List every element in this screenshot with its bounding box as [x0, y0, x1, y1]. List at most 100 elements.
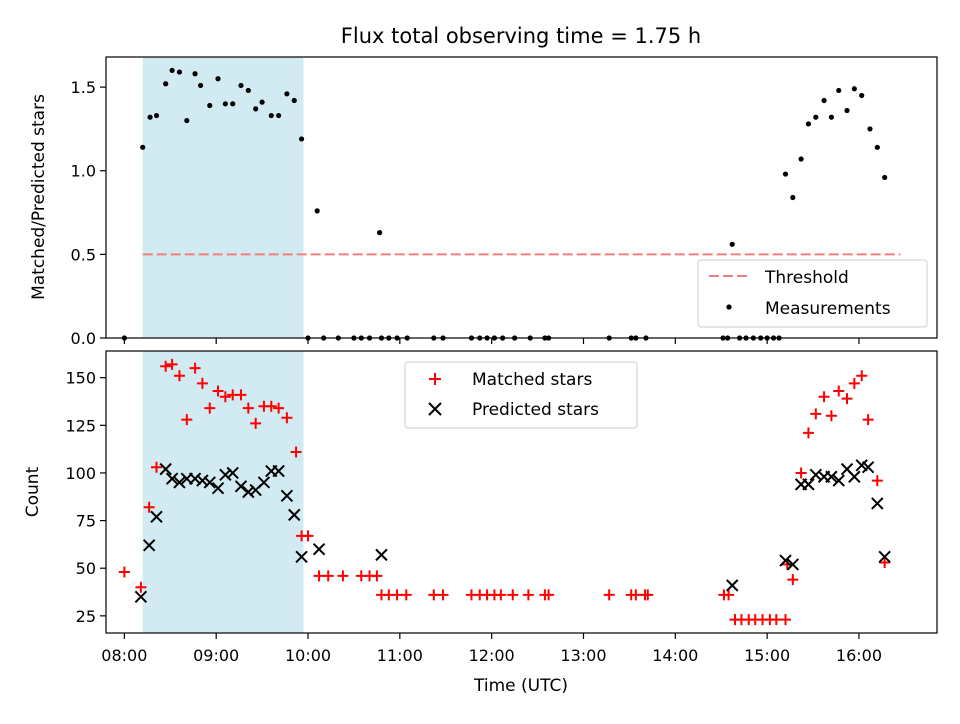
- matched-star-point: [196, 377, 208, 389]
- matched-star-point: [400, 589, 412, 601]
- predicted-star-point: [280, 489, 294, 503]
- predicted-star-point: [878, 550, 891, 563]
- measurement-point: [874, 144, 880, 150]
- y-tick-label: 25: [76, 607, 96, 626]
- matched-star-point: [273, 402, 285, 414]
- predicted-star-point: [159, 462, 172, 476]
- measurement-point: [184, 117, 190, 124]
- matched-star-point: [848, 377, 860, 389]
- x-tick-label: 11:00: [377, 646, 423, 665]
- measurement-point: [859, 92, 865, 99]
- matched-star-point: [371, 570, 383, 582]
- predicted-star-point: [871, 497, 884, 510]
- measurement-point: [836, 87, 842, 94]
- matched-star-point: [118, 566, 130, 578]
- matched-star-point: [770, 614, 782, 626]
- x-tick-label: 08:00: [101, 646, 147, 665]
- y-tick-label: 100: [65, 464, 96, 483]
- x-tick-label: 14:00: [652, 646, 698, 665]
- measurement-point: [276, 112, 282, 119]
- matched-star-point: [151, 461, 163, 473]
- y-tick-label: 0.0: [71, 329, 96, 348]
- x-tick-label: 10:00: [285, 646, 331, 665]
- predicted-star-point: [134, 590, 148, 604]
- predicted-star-point: [150, 510, 163, 523]
- bottom-x-axis-ticks: 08:00 09:00 10:00 11:00 12:00 13:00 14:00 15:00…: [101, 633, 882, 665]
- predicted-star-point: [203, 476, 216, 489]
- matched-star-point: [833, 385, 845, 397]
- predicted-star-point: [726, 579, 739, 592]
- measurement-point: [253, 106, 259, 112]
- matched-star-point: [810, 408, 822, 420]
- measurement-point: [867, 126, 873, 132]
- measurement-point: [798, 156, 804, 162]
- measurement-point: [298, 136, 305, 142]
- matched-star-point: [543, 589, 555, 601]
- matched-star-point: [143, 501, 155, 513]
- predicted-star-point: [861, 461, 875, 474]
- measurement-point: [207, 102, 213, 109]
- top-legend-box: [697, 259, 928, 328]
- matched-star-point: [219, 391, 231, 403]
- y-tick-label: 125: [65, 416, 96, 435]
- x-tick-label: 09:00: [193, 646, 239, 665]
- measurement-point: [245, 87, 251, 94]
- matched-star-point: [160, 360, 172, 372]
- measurement-point: [828, 114, 835, 120]
- legend-predicted-swatch: [428, 402, 442, 416]
- predicted-star-point: [142, 539, 156, 552]
- matched-star-point: [603, 589, 615, 601]
- predicted-star-point: [226, 466, 239, 480]
- predicted-star-point: [848, 470, 861, 483]
- legend-predicted-label: Predicted stars: [472, 400, 599, 420]
- bottom-legend-box: [404, 361, 638, 429]
- measurement-point: [153, 112, 160, 119]
- predicted-star-point: [165, 472, 179, 485]
- matched-star-point: [212, 385, 224, 397]
- legend-matched-swatch: [429, 373, 441, 385]
- matched-star-point: [337, 570, 349, 582]
- measurement-point: [851, 86, 857, 92]
- matched-star-point: [781, 558, 793, 570]
- x-tick-label: 16:00: [836, 646, 882, 665]
- matched-star-point: [302, 530, 314, 542]
- chart-title: Flux total observing time = 1.75 h: [341, 24, 701, 48]
- y-tick-label: 50: [76, 559, 96, 578]
- measurement-point: [259, 99, 265, 105]
- predicted-star-point: [272, 464, 285, 478]
- predicted-stars-points: [134, 459, 891, 604]
- predicted-star-point: [779, 554, 792, 567]
- matched-star-point: [235, 389, 247, 401]
- measurement-point: [215, 76, 221, 82]
- measurement-point: [805, 121, 812, 127]
- top-panel: 0.0 0.5 1.0 1.5 Matched/Predicted stars Thr…: [29, 56, 938, 348]
- matched-star-point: [265, 400, 277, 412]
- predicted-star-point: [832, 474, 845, 487]
- predicted-star-point: [312, 542, 326, 556]
- matched-star-point: [787, 574, 799, 586]
- measurement-point: [782, 171, 789, 177]
- measurement-point: [314, 208, 320, 214]
- matched-stars-points: [118, 358, 891, 626]
- matched-star-point: [795, 467, 807, 479]
- legend-matched-label: Matched stars: [472, 370, 592, 390]
- matched-star-point: [181, 414, 193, 426]
- legend-measurements-swatch: [726, 304, 732, 310]
- matched-star-point: [862, 414, 874, 426]
- predicted-star-point: [219, 468, 232, 482]
- matched-star-point: [522, 589, 534, 601]
- predicted-star-point: [257, 476, 271, 489]
- predicted-star-point: [196, 474, 209, 487]
- bottom-plot-frame: [105, 350, 938, 634]
- matched-star-point: [281, 412, 293, 424]
- matched-star-point: [818, 391, 830, 403]
- predicted-star-point: [188, 472, 202, 485]
- measurement-point: [222, 101, 228, 107]
- matched-star-point: [879, 557, 891, 568]
- measurement-point: [230, 101, 236, 107]
- matched-star-point: [825, 410, 837, 422]
- bottom-y-axis-ticks: 25 50 75 100 125 150: [65, 369, 106, 626]
- matched-star-point: [204, 402, 216, 414]
- matched-star-point: [856, 370, 868, 382]
- measurement-point: [790, 194, 796, 201]
